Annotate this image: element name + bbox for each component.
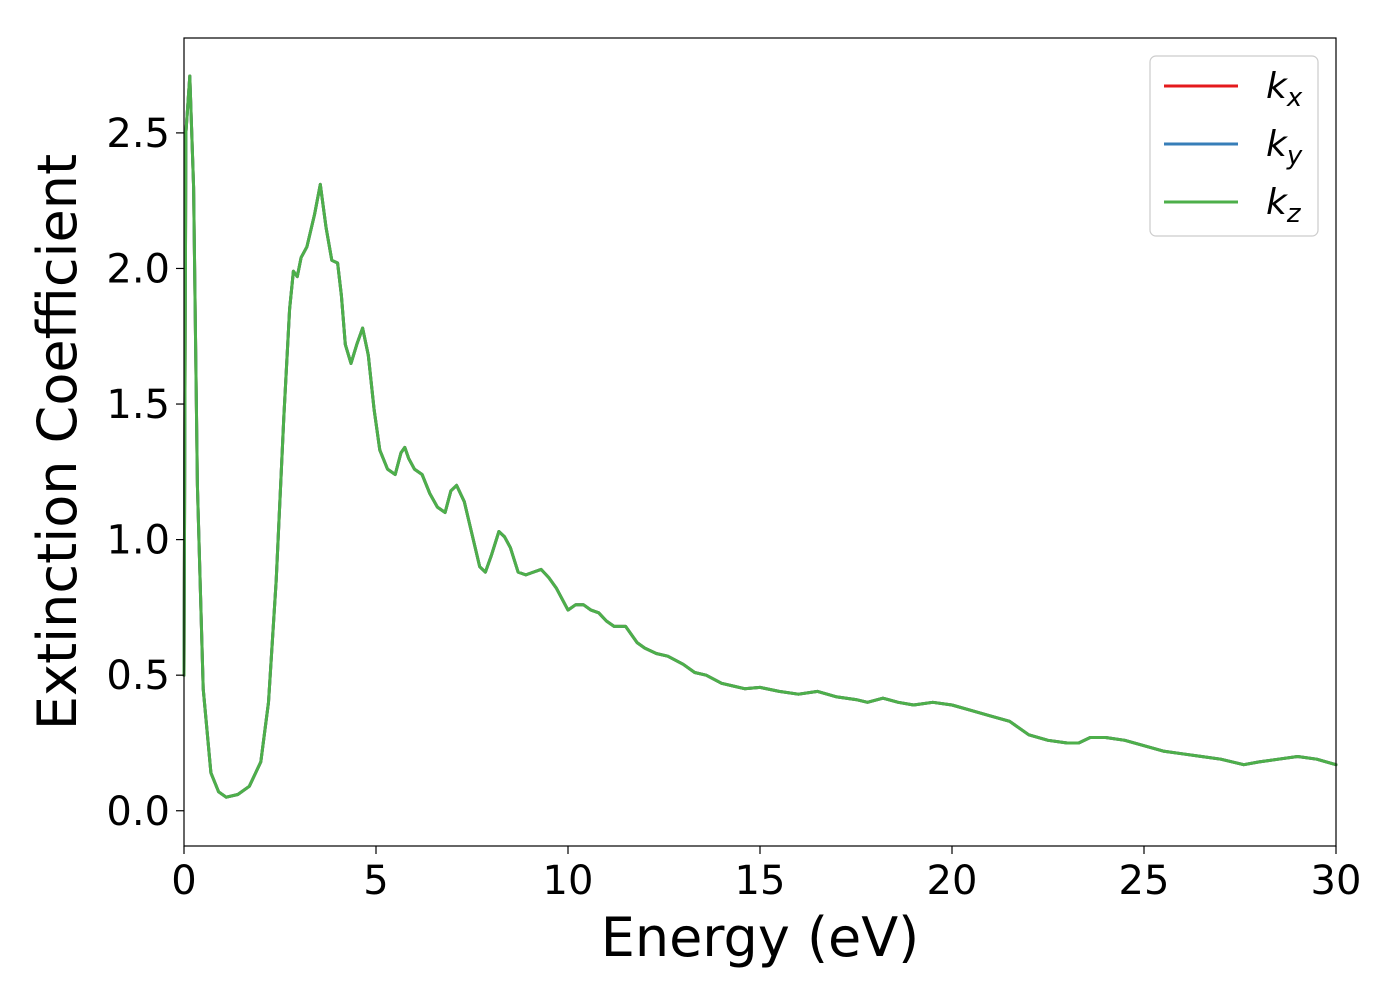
- legend-box: [1149, 55, 1319, 237]
- y-axis-ticks: 0.0 0.5 1.0 1.5 2.0 2.5: [106, 111, 184, 835]
- legend: kx ky kz: [1149, 55, 1319, 237]
- y-tick-label: 1.5: [106, 382, 170, 428]
- legend-label-kz: kz: [1266, 182, 1302, 229]
- x-tick-label: 25: [1119, 858, 1170, 904]
- y-axis-label: Extinction Coefficient: [26, 154, 89, 730]
- x-tick-label: 0: [171, 858, 196, 904]
- series-layer: [182, 74, 1338, 799]
- x-tick-label: 30: [1311, 858, 1362, 904]
- y-tick-label: 2.0: [106, 246, 170, 292]
- x-tick-label: 15: [735, 858, 786, 904]
- x-axis-label: Energy (eV): [601, 906, 920, 969]
- y-tick-label: 0.5: [106, 653, 170, 699]
- x-tick-label: 10: [543, 858, 594, 904]
- x-tick-label: 5: [363, 858, 388, 904]
- y-tick-label: 1.0: [106, 518, 170, 564]
- series-line-kz: [182, 74, 1338, 799]
- legend-label-kx: kx: [1266, 66, 1303, 113]
- y-tick-label: 0.0: [106, 789, 170, 835]
- x-tick-label: 20: [927, 858, 978, 904]
- legend-label-ky: ky: [1266, 124, 1303, 171]
- y-tick-label: 2.5: [106, 111, 170, 157]
- x-axis-ticks: 0 5 10 15 20 25 30: [171, 846, 1361, 904]
